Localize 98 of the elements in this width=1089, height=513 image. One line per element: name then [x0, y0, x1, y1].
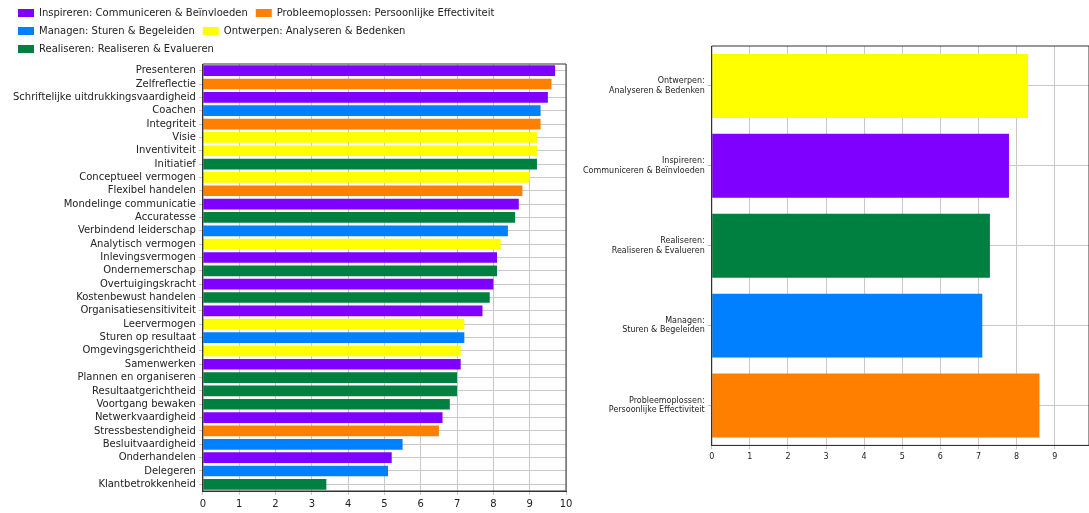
y-tick-label: Delegeren: [144, 464, 196, 476]
y-tick-label: Klantbetrokkenheid: [98, 477, 196, 489]
y-tick-label: Realiseren: Realiseren & Evalueren: [611, 235, 705, 255]
bar: [203, 385, 458, 397]
y-tick-label: Resultaatgerichtheid: [92, 384, 196, 396]
x-tick-label: 8: [490, 497, 497, 509]
bar: [203, 132, 537, 143]
x-tick-label: 8: [1014, 452, 1020, 462]
y-tick-label: Verbindend leiderschap: [77, 224, 196, 236]
y-tick-label: Initiatief: [154, 157, 197, 169]
x-tick-label: 4: [861, 452, 867, 462]
x-tick-label: 5: [899, 452, 905, 462]
y-tick-label: Besluitvaardigheid: [102, 437, 196, 449]
y-tick-label: Conceptueel vermogen: [79, 171, 196, 183]
y-tick-label: Ondernemerschap: [103, 264, 196, 276]
bar: [203, 292, 490, 303]
bar: [203, 438, 403, 450]
x-tick-label: 6: [417, 497, 424, 509]
bar: [203, 412, 443, 423]
y-tick-label: Presenteren: [135, 64, 196, 76]
bar: [203, 65, 556, 77]
y-tick-label: Onderhandelen: [118, 451, 196, 463]
bar: [203, 345, 461, 357]
y-tick-label: Zelfreflectie: [135, 77, 196, 89]
x-tick-label: 1: [236, 497, 243, 509]
bar: [203, 225, 508, 237]
bar: [203, 185, 523, 197]
y-tick-label: Probleemoplossen: Persoonlijke Effectiviteit: [608, 395, 705, 415]
bar: [203, 238, 501, 250]
x-tick-label: 2: [785, 452, 791, 462]
x-tick-label: 10: [559, 497, 573, 509]
x-tick-label: 9: [1052, 452, 1058, 462]
y-tick-label: Inventiviteit: [136, 144, 196, 156]
bar: [203, 318, 465, 330]
bar: [203, 172, 530, 183]
legend-label: Probleemoplossen: Persoonlijke Effectiviteit: [276, 6, 495, 18]
y-tick-label: Inspireren: Communiceren & Beïnvloeden: [582, 156, 705, 175]
y-tick-label: Stressbestendigheid: [93, 424, 196, 436]
bar: [712, 53, 1029, 118]
bar: [203, 92, 548, 103]
y-tick-label: Sturen op resultaat: [99, 331, 196, 343]
bar: [203, 118, 541, 130]
bar: [203, 252, 498, 263]
y-tick-label: Coachen: [152, 104, 196, 116]
bar: [203, 158, 537, 170]
bar: [203, 305, 483, 317]
y-tick-label: Inlevingsvermogen: [100, 251, 196, 263]
bar: [203, 358, 461, 370]
bar: [203, 425, 439, 437]
x-tick-label: 3: [823, 452, 829, 462]
bar: [203, 145, 537, 157]
legend-label: Realiseren: Realiseren & Evalueren: [39, 42, 214, 54]
bar: [203, 105, 541, 117]
x-tick-label: 0: [199, 497, 207, 509]
y-tick-label: Flexibel handelen: [107, 184, 196, 196]
y-tick-label: Voortgang bewaken: [96, 397, 196, 409]
bar: [203, 398, 450, 410]
x-tick-label: 7: [975, 452, 982, 462]
y-tick-label: Mondelinge communicatie: [63, 197, 196, 209]
x-tick-label: 9: [526, 497, 533, 509]
bar: [203, 265, 498, 277]
y-tick-label: Analytisch vermogen: [90, 237, 196, 249]
x-tick-label: 6: [937, 452, 943, 462]
x-tick-label: 4: [344, 497, 352, 509]
y-tick-label: Ontwerpen: Analyseren & Bedenken: [608, 76, 705, 95]
x-tick-label: 0: [709, 452, 715, 462]
legend-label: Ontwerpen: Analyseren & Bedenken: [223, 24, 406, 36]
x-tick-label: 5: [381, 497, 388, 509]
x-tick-label: 1: [747, 452, 753, 462]
y-tick-label: Integriteit: [146, 117, 196, 129]
y-tick-label: Managen: Sturen & Begeleiden: [622, 315, 705, 335]
y-tick-label: Organisatiesensitiviteit: [80, 304, 196, 316]
bar: [203, 78, 552, 90]
bar: [203, 198, 519, 210]
y-tick-label: Netwerkvaardigheid: [94, 411, 196, 423]
y-tick-label: Plannen en organiseren: [77, 371, 196, 383]
bar: [712, 373, 1040, 438]
x-tick-label: 3: [308, 497, 315, 509]
bar: [203, 278, 494, 290]
bar: [203, 452, 392, 463]
bar: [712, 213, 990, 278]
y-tick-label: Overtuigingskracht: [99, 277, 196, 289]
y-tick-label: Accuratesse: [134, 211, 196, 223]
y-tick-label: Samenwerken: [124, 357, 196, 369]
y-tick-label: Kostenbewust handelen: [76, 291, 196, 303]
bar: [203, 478, 327, 490]
bar: [203, 212, 516, 223]
bar: [712, 133, 1009, 198]
x-tick-label: 7: [453, 497, 461, 509]
bar: [712, 293, 983, 358]
y-tick-label: Omgevingsgerichtheid: [82, 344, 196, 356]
bar: [203, 332, 465, 343]
y-tick-label: Leervermogen: [123, 317, 196, 329]
x-tick-label: 2: [272, 497, 279, 509]
y-tick-label: Schriftelijke uitdrukkingsvaardigheid: [12, 90, 196, 102]
y-tick-label: Visie: [172, 130, 196, 142]
bar: [203, 372, 458, 383]
bar: [203, 465, 389, 477]
